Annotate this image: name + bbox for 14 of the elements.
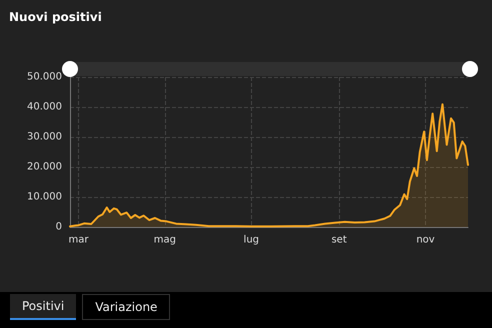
chart-title: Nuovi positivi [9,10,102,24]
x-tick-label: nov [416,234,435,246]
x-tick-label: set [331,234,347,246]
y-tick-label: 10.000 [27,192,62,202]
x-tick-label: mar [68,234,90,246]
y-tick-label: 20.000 [27,162,62,172]
text: Positivi [10,294,76,320]
text: Variazione [82,294,170,320]
y-tick-label: 40.000 [27,102,62,112]
x-tick-label: lug [244,234,260,246]
x-tick-label: mag [154,234,176,246]
y-tick-label: 30.000 [27,132,62,142]
y-tick-label: 0 [56,222,62,232]
y-tick-label: 50.000 [27,72,62,82]
